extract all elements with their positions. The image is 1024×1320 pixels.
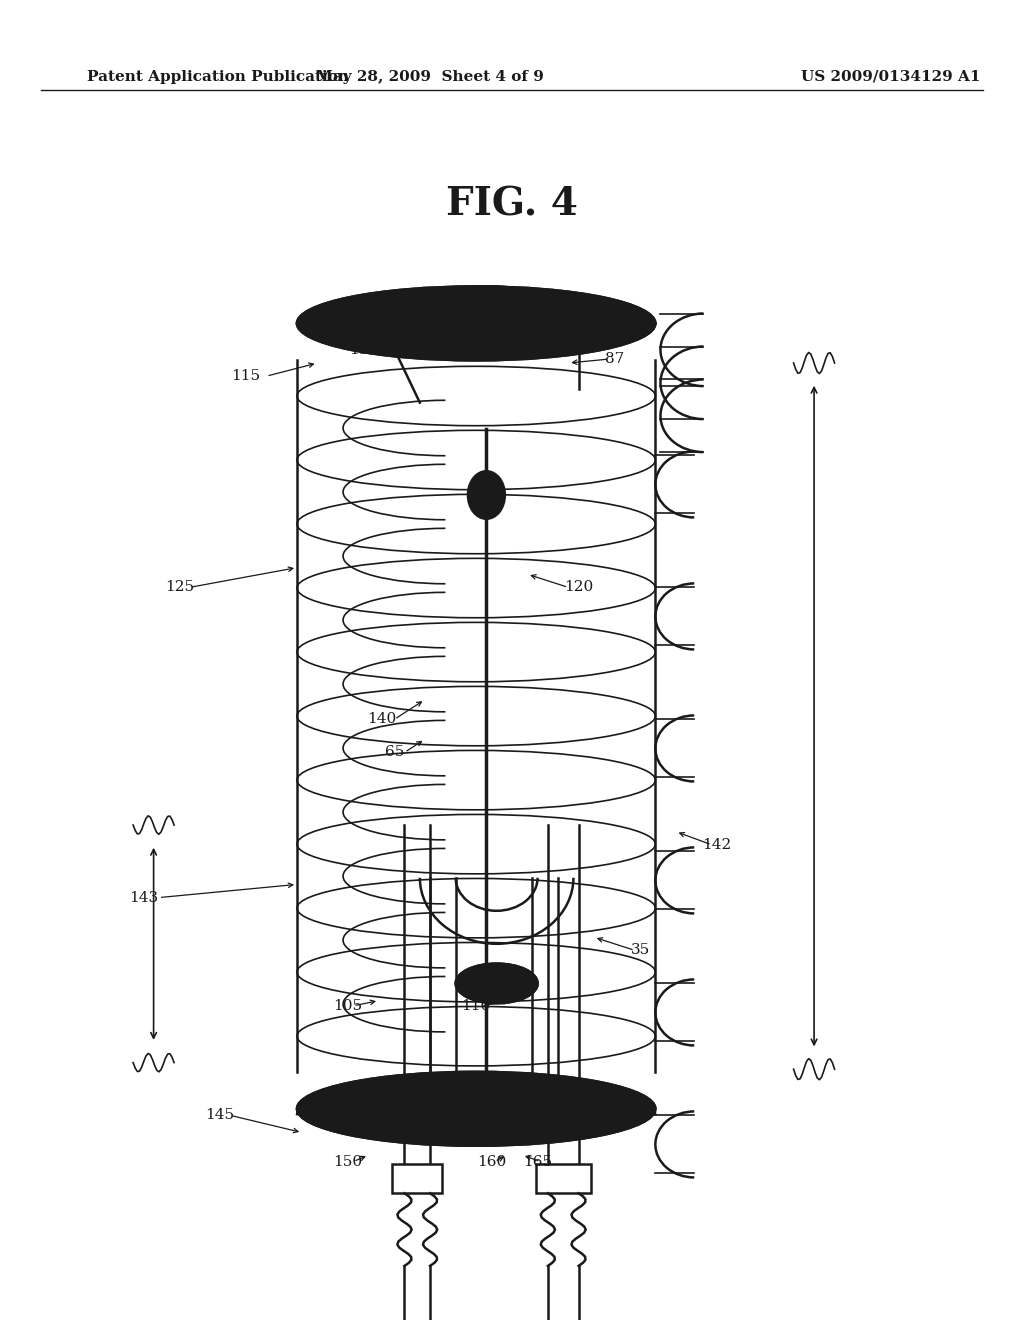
Text: 110: 110 xyxy=(462,999,490,1012)
Text: 142: 142 xyxy=(702,838,731,851)
Text: Patent Application Publication: Patent Application Publication xyxy=(87,70,349,83)
Circle shape xyxy=(468,471,505,519)
Ellipse shape xyxy=(297,1072,655,1146)
Bar xyxy=(392,1164,442,1193)
Text: 115: 115 xyxy=(231,370,260,383)
Text: 35: 35 xyxy=(631,944,649,957)
Text: 125: 125 xyxy=(165,581,194,594)
Text: 87: 87 xyxy=(605,352,624,366)
Ellipse shape xyxy=(399,286,573,339)
Text: 145: 145 xyxy=(206,1109,234,1122)
Ellipse shape xyxy=(297,286,655,360)
Text: 120: 120 xyxy=(564,581,593,594)
Text: 160: 160 xyxy=(477,1155,506,1168)
Text: 140: 140 xyxy=(368,713,396,726)
Text: 143: 143 xyxy=(129,891,158,904)
Text: US 2009/0134129 A1: US 2009/0134129 A1 xyxy=(801,70,981,83)
Text: FIG. 4: FIG. 4 xyxy=(446,186,578,223)
Text: May 28, 2009  Sheet 4 of 9: May 28, 2009 Sheet 4 of 9 xyxy=(316,70,544,83)
Text: 105: 105 xyxy=(334,999,362,1012)
Ellipse shape xyxy=(456,964,538,1003)
Text: 150: 150 xyxy=(334,1155,362,1168)
Text: 165: 165 xyxy=(523,1155,552,1168)
Bar xyxy=(536,1164,591,1193)
Text: 135: 135 xyxy=(406,334,434,347)
Text: 65: 65 xyxy=(385,746,403,759)
Text: 130: 130 xyxy=(349,343,378,356)
